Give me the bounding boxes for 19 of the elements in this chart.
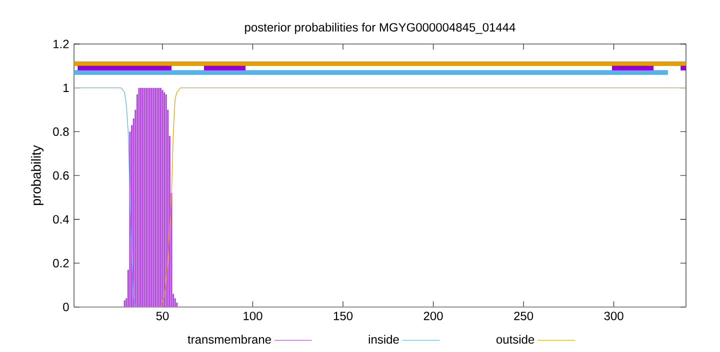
x-tick-label: 300: [604, 312, 624, 320]
y-tick-label: 0.8: [53, 127, 69, 136]
x-tick-label: 100: [244, 312, 262, 320]
legend-label: outside: [496, 334, 534, 344]
y-tick-label: 1.2: [54, 40, 69, 48]
line-series: [74, 87, 686, 307]
chart-title: posterior probabilities for MGYG000004845_01444: [245, 22, 516, 34]
y-tick-label: 1: [64, 84, 69, 92]
x-tick-label: 50: [156, 312, 169, 320]
x-tick-label: 150: [334, 312, 353, 320]
y-tick-label: 0.2: [53, 258, 69, 268]
legend-label: transmembrane: [188, 334, 271, 344]
x-tick-label: 250: [514, 312, 534, 320]
y-tick-label: 0.4: [53, 215, 69, 224]
y-tick-label: 0: [63, 302, 69, 312]
x-tick-label: 200: [424, 312, 443, 320]
y-axis-title: probability: [31, 145, 44, 206]
y-tick-label: 0.6: [53, 171, 69, 180]
legend-label: inside: [368, 334, 399, 344]
